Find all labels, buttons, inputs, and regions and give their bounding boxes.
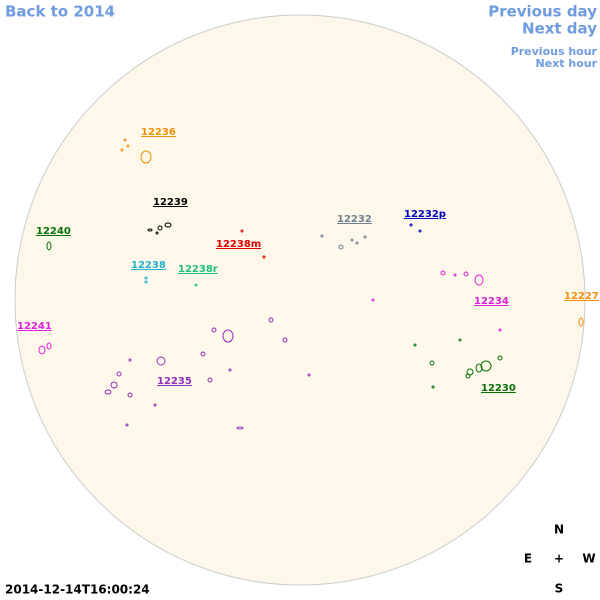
spot-contour — [465, 373, 471, 379]
spot-contour — [236, 426, 244, 430]
timestamp: 2014-12-14T16:00:24 — [5, 583, 150, 597]
spot-contour — [338, 244, 344, 250]
region[interactable]: 12239 — [147, 197, 188, 235]
spot-contour — [144, 276, 148, 280]
region[interactable]: 12241 — [17, 321, 52, 355]
spot-contour — [440, 270, 446, 276]
spot-contour — [475, 363, 483, 373]
spot-contour — [110, 381, 118, 389]
spot-contour — [123, 138, 127, 142]
spot-contour — [156, 356, 166, 366]
compass-center: + — [554, 552, 564, 566]
region[interactable]: 12232 — [320, 214, 372, 250]
back-link[interactable]: Back to 2014 — [5, 3, 115, 21]
spot-contour — [429, 360, 435, 366]
spot-contour — [413, 343, 417, 347]
region[interactable]: 12238m — [216, 229, 266, 259]
region-label[interactable]: 12238m — [216, 239, 261, 250]
spot-contour — [38, 345, 46, 355]
spot-contour — [480, 360, 492, 372]
previous-day-link[interactable]: Previous day — [488, 3, 597, 21]
spot-contour — [126, 144, 130, 148]
spot-contour — [128, 358, 132, 362]
spot-contour — [211, 327, 217, 333]
spot-contour — [431, 385, 435, 389]
spot-contour — [116, 371, 122, 377]
spot-contour — [320, 234, 324, 238]
region-label[interactable]: 12232 — [337, 214, 372, 225]
region-label[interactable]: 12236 — [141, 127, 176, 138]
compass-south: S — [555, 582, 564, 596]
spot-contour — [164, 222, 172, 228]
spot-contour — [147, 228, 153, 232]
spot-contour — [200, 351, 206, 357]
region[interactable]: 12238 — [131, 260, 166, 284]
region-label[interactable]: 12227 — [564, 291, 599, 302]
region-label[interactable]: 12234 — [474, 296, 509, 307]
region-label[interactable]: 12240 — [36, 226, 71, 237]
spot-contour — [262, 255, 266, 259]
region[interactable]: 12240 — [36, 226, 71, 251]
spot-contour — [371, 298, 375, 302]
spot-contour — [497, 355, 503, 361]
spot-contour — [127, 392, 133, 398]
spot-contour — [474, 274, 484, 286]
region[interactable]: 12227 — [564, 291, 599, 327]
spot-contour — [222, 329, 234, 343]
region[interactable]: 12238r — [178, 264, 218, 287]
spot-contour — [207, 377, 213, 383]
region-label[interactable]: 12230 — [481, 383, 516, 394]
spot-contour — [282, 337, 288, 343]
region[interactable]: 12235 — [104, 317, 311, 430]
spot-contour — [104, 389, 112, 395]
region[interactable]: 12230 — [413, 338, 516, 394]
region-label[interactable]: 12238 — [131, 260, 166, 271]
region-label[interactable]: 12241 — [17, 321, 52, 332]
spot-contour — [578, 317, 584, 327]
compass-north: N — [554, 523, 564, 537]
region[interactable]: 12232p — [404, 209, 446, 233]
spot-contour — [355, 241, 359, 245]
spot-contour — [153, 403, 157, 407]
solar-disk — [14, 14, 586, 586]
region-label[interactable]: 12239 — [153, 197, 188, 208]
spot-contour — [157, 225, 163, 231]
spot-contour — [228, 368, 232, 372]
spot-contour — [194, 283, 198, 287]
next-day-link[interactable]: Next day — [522, 20, 597, 38]
compass-east: E — [524, 552, 532, 566]
spot-contour — [463, 271, 469, 277]
spot-contour — [453, 273, 457, 277]
spot-contour — [140, 150, 152, 164]
spot-contour — [409, 223, 413, 227]
spot-contour — [350, 238, 354, 242]
spot-contour — [46, 241, 52, 251]
region-label[interactable]: 12232p — [404, 209, 446, 220]
spot-contour — [268, 317, 274, 323]
spot-contour — [155, 231, 159, 235]
spot-contour — [120, 148, 124, 152]
spot-contour — [363, 235, 367, 239]
compass-west: W — [582, 552, 595, 566]
region-label[interactable]: 12235 — [157, 376, 192, 387]
region-label[interactable]: 12238r — [178, 264, 218, 275]
spot-group: 12236 12239 12240 12238m 12232 12232p 12238 122… — [17, 127, 599, 430]
spot-contour — [46, 342, 52, 350]
spot-contour — [418, 229, 422, 233]
spot-contour — [307, 373, 311, 377]
spot-contour — [144, 280, 148, 284]
previous-hour-link[interactable]: Previous hour — [511, 45, 598, 58]
spot-contour — [458, 338, 462, 342]
spot-contour — [498, 328, 502, 332]
region[interactable]: 12236 — [120, 127, 176, 164]
spot-contour — [240, 229, 244, 233]
next-hour-link[interactable]: Next hour — [536, 57, 598, 70]
region[interactable]: 12234 — [371, 270, 509, 332]
spot-contour — [125, 423, 129, 427]
